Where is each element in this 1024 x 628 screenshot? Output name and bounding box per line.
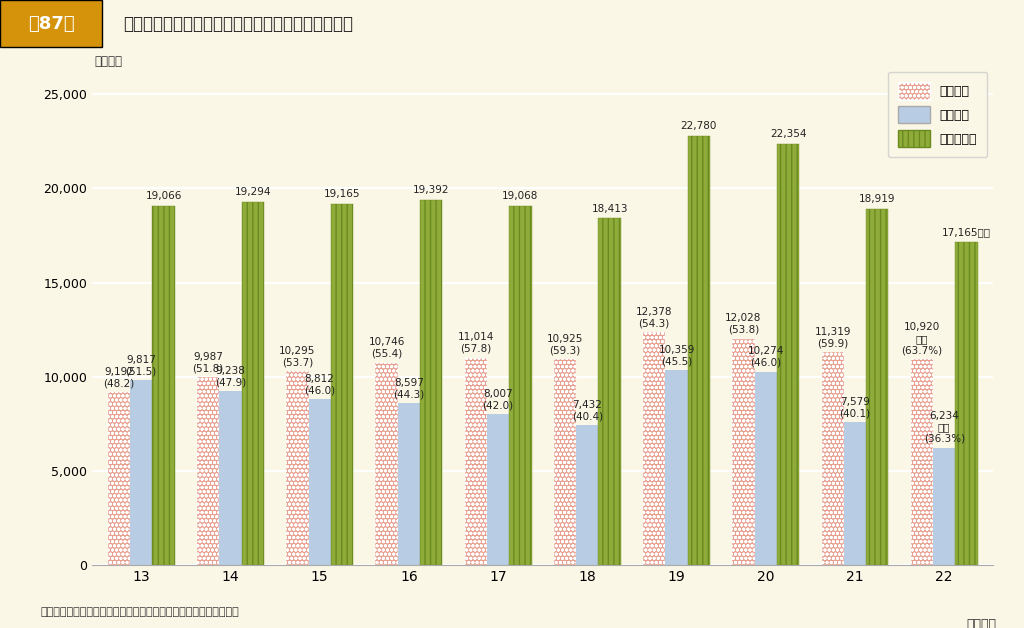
Text: 7,579
(40.1): 7,579 (40.1) <box>840 397 870 419</box>
Bar <box>577 425 598 565</box>
Text: 19,165: 19,165 <box>324 190 360 200</box>
Bar <box>242 202 264 565</box>
Text: 18,919: 18,919 <box>859 194 896 204</box>
Text: 10,925
(59.3): 10,925 (59.3) <box>547 334 584 355</box>
Text: 7,432
(40.4): 7,432 (40.4) <box>571 400 603 421</box>
Text: 11,014
(57.8): 11,014 (57.8) <box>458 332 494 354</box>
Bar <box>153 206 175 565</box>
Bar <box>910 359 933 565</box>
Text: 10,274
(46.0): 10,274 (46.0) <box>748 346 784 368</box>
Text: 10,295
(53.7): 10,295 (53.7) <box>280 346 315 367</box>
Bar <box>108 392 130 565</box>
Bar <box>420 200 442 565</box>
Text: 10,359
(45.5): 10,359 (45.5) <box>658 345 694 366</box>
Text: 9,238
(47.9): 9,238 (47.9) <box>215 365 246 387</box>
Bar <box>755 372 777 565</box>
Bar <box>197 377 219 565</box>
Bar <box>465 358 487 565</box>
Text: 水道事業（法適用企業）の資本的支出及びその財源: 水道事業（法適用企業）の資本的支出及びその財源 <box>123 14 353 33</box>
Bar <box>130 380 153 565</box>
Bar <box>866 208 889 565</box>
Text: 18,413: 18,413 <box>592 203 628 214</box>
Text: 8,007
(42.0): 8,007 (42.0) <box>482 389 514 411</box>
Bar <box>308 399 331 565</box>
Text: 6,234
億円
(36.3%): 6,234 億円 (36.3%) <box>924 411 965 444</box>
Text: （注）（　）内の数値は、資本的支出に占める財源の割合である。: （注）（ ）内の数値は、資本的支出に占める財源の割合である。 <box>41 607 240 617</box>
Text: 12,378
(54.3): 12,378 (54.3) <box>636 306 673 328</box>
Text: （億円）: （億円） <box>95 55 123 68</box>
Text: 19,068: 19,068 <box>502 192 539 201</box>
Legend: 内部資金, 外部資金, 資本的支出: 内部資金, 外部資金, 資本的支出 <box>888 72 987 158</box>
Text: 8,597
(44.3): 8,597 (44.3) <box>393 378 425 399</box>
Bar <box>287 371 308 565</box>
Bar <box>777 144 799 565</box>
Bar <box>376 363 397 565</box>
Text: 19,066: 19,066 <box>145 192 181 202</box>
Bar <box>509 206 531 565</box>
Text: 9,987
(51.8): 9,987 (51.8) <box>193 352 224 373</box>
Bar <box>487 414 509 565</box>
Text: 12,028
(53.8): 12,028 (53.8) <box>725 313 762 335</box>
Text: 19,294: 19,294 <box>234 187 271 197</box>
Bar <box>666 370 688 565</box>
Text: （年度）: （年度） <box>966 618 996 628</box>
Bar <box>643 332 666 565</box>
Text: 9,192
(48.2): 9,192 (48.2) <box>103 367 134 388</box>
Bar <box>397 403 420 565</box>
Text: 22,354: 22,354 <box>770 129 806 139</box>
Bar <box>554 359 577 565</box>
Text: 19,392: 19,392 <box>413 185 450 195</box>
Bar <box>844 423 866 565</box>
Text: 11,319
(59.9): 11,319 (59.9) <box>814 327 851 348</box>
Text: 9,817
(51.5): 9,817 (51.5) <box>126 355 157 376</box>
Bar <box>955 242 978 565</box>
Bar <box>933 448 955 565</box>
Text: 10,746
(55.4): 10,746 (55.4) <box>369 337 404 359</box>
Text: 8,812
(46.0): 8,812 (46.0) <box>304 374 335 396</box>
Text: 10,920
億円
(63.7%): 10,920 億円 (63.7%) <box>901 323 942 355</box>
Text: 第87図: 第87図 <box>28 14 75 33</box>
Bar <box>688 136 710 565</box>
Bar <box>331 204 353 565</box>
Bar <box>821 352 844 565</box>
Text: 17,165億円: 17,165億円 <box>942 227 991 237</box>
Text: 22,780: 22,780 <box>681 121 717 131</box>
Bar <box>219 391 242 565</box>
FancyBboxPatch shape <box>0 0 102 47</box>
Bar <box>598 219 621 565</box>
Bar <box>732 338 755 565</box>
